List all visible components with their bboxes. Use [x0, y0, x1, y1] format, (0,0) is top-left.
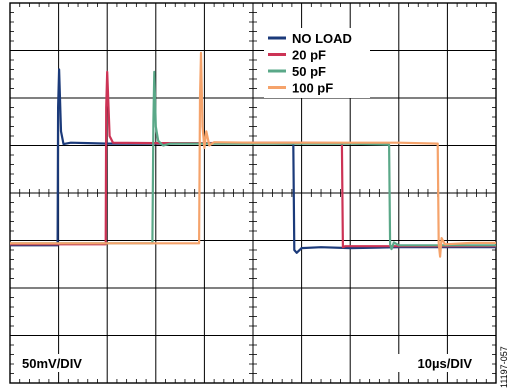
legend-label-no-load: NO LOAD — [292, 31, 352, 46]
trace-100-pf — [10, 51, 496, 258]
figure-id: 11197-057 — [499, 346, 509, 388]
legend-label-100-pf: 100 pF — [292, 81, 333, 96]
legend-label-20-pf: 20 pF — [292, 48, 326, 63]
waveform-traces — [10, 51, 496, 258]
y-scale-label-background — [18, 354, 106, 372]
y-scale-label: 50mV/DIV — [22, 356, 82, 371]
x-scale-label: 10µs/DIV — [418, 356, 473, 371]
x-scale-label-background — [390, 354, 478, 372]
graticule — [9, 2, 497, 384]
legend-label-50-pf: 50 pF — [292, 64, 326, 79]
